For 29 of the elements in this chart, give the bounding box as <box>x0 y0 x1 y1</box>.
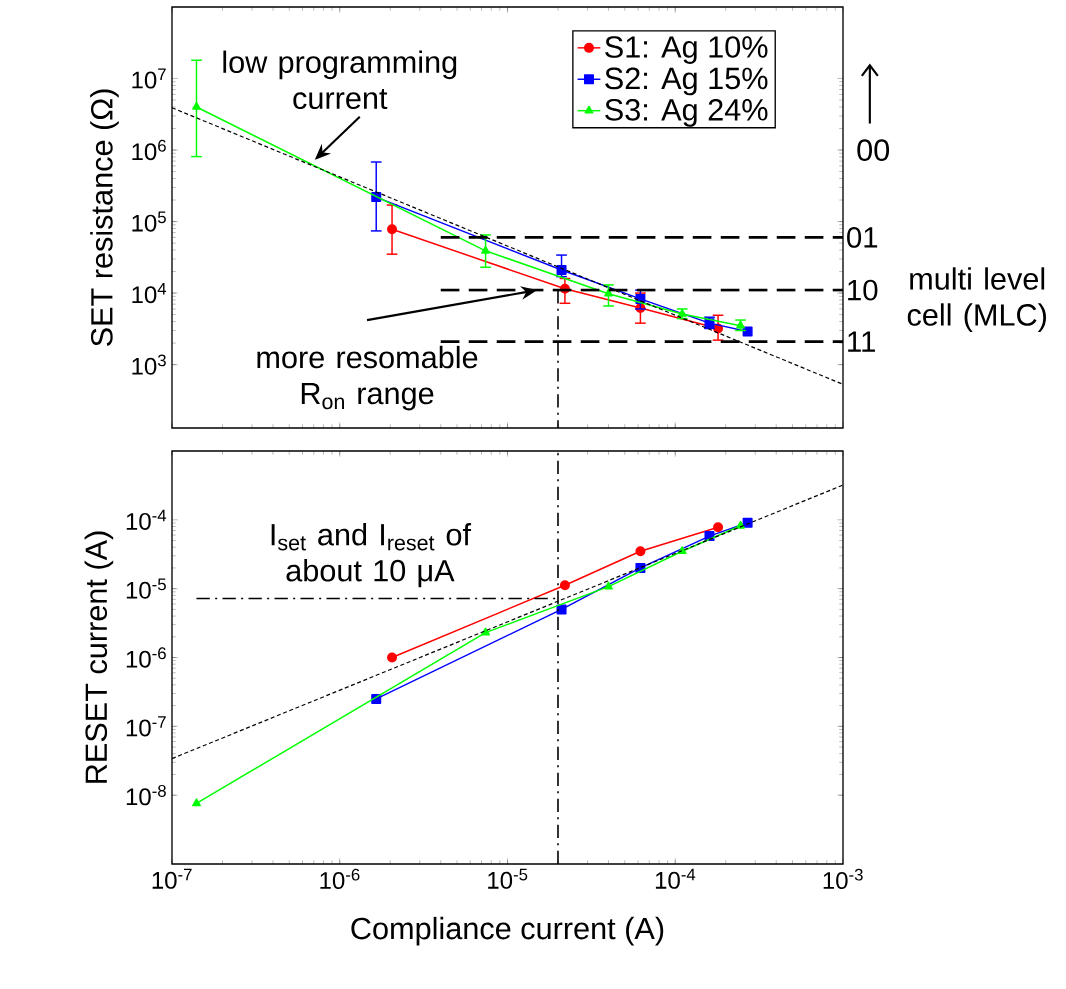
legend-label: S3: Ag 24% <box>605 98 768 127</box>
annotation: more resomable R$_{on}$ range <box>257 345 478 411</box>
x-tick-label: 10$^{-6}$ <box>320 868 360 890</box>
annotation: 01 <box>847 227 878 248</box>
y-tick-label: 10$^{7}$ <box>132 68 166 89</box>
y-tick-label: 10$^{-7}$ <box>126 716 166 737</box>
y-tick-label: 10$^{-6}$ <box>126 647 166 668</box>
annotation: 11 <box>848 331 875 352</box>
annotation: 10 <box>848 279 878 301</box>
y-tick-label: 10$^{4}$ <box>132 283 167 304</box>
y-tick-label: 10$^{-4}$ <box>126 509 167 530</box>
x-axis-title: Compliance current (A) <box>351 916 664 946</box>
y-tick-label: 10$^{-8}$ <box>126 785 166 806</box>
text: multi level cell (MLC) <box>907 267 1046 332</box>
y-tick-label: 10$^{5}$ <box>132 211 166 232</box>
legend-label: S2: Ag 15% <box>605 67 768 96</box>
y-tick-label: 10$^{3}$ <box>132 354 166 375</box>
y-axis-title: SET resistance (Ω) <box>90 89 119 346</box>
text: 00 <box>857 139 890 161</box>
x-tick-label: 10$^{-5}$ <box>488 868 528 889</box>
annotation: I$_{set}$ and I$_{reset}$ of about 10 μA <box>271 523 472 588</box>
annotation: low programming current <box>223 50 457 110</box>
x-tick-label: 10$^{-3}$ <box>823 868 863 890</box>
legend-label: S1: Ag 10% <box>605 36 768 64</box>
x-tick-label: 10$^{-4}$ <box>655 868 696 889</box>
y-tick-label: 10$^{6}$ <box>132 139 166 161</box>
y-tick-label: 10$^{-5}$ <box>126 578 166 599</box>
y-axis-title: RESET current (A) <box>84 531 114 783</box>
x-tick-label: 10$^{-7}$ <box>152 868 192 889</box>
